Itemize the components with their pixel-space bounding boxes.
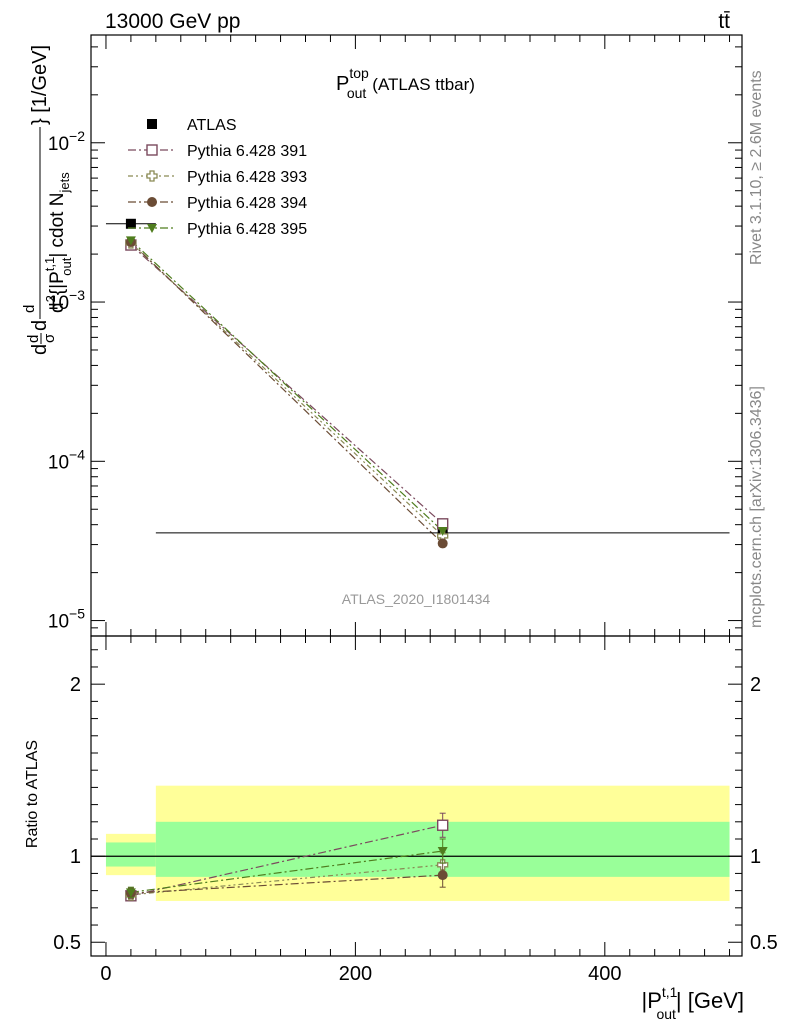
legend-item-atlas: ATLAS bbox=[147, 117, 237, 134]
svg-text:d: d bbox=[25, 335, 42, 343]
legend-label: Pythia 6.428 394 bbox=[187, 195, 307, 212]
ratio-inner-band bbox=[105, 842, 156, 867]
ratio-point-pythia-6-428-395 bbox=[437, 847, 448, 857]
ratio-point-pythia-6-428-395 bbox=[125, 888, 136, 898]
legend-marker bbox=[147, 197, 157, 207]
ratio-series-lines bbox=[130, 824, 443, 897]
series-line-pythia-6-428-395 bbox=[130, 239, 444, 532]
ratio-y-tick-label-right: 2 bbox=[750, 674, 761, 696]
y-tick-label: 10−5 bbox=[48, 606, 85, 633]
ratio-line-pythia-6-428-391 bbox=[130, 824, 443, 897]
data-point-atlas bbox=[125, 218, 136, 229]
svg-text:σ: σ bbox=[41, 333, 58, 343]
ratio-point-pythia-6-428-391 bbox=[436, 819, 449, 831]
legend-label: ATLAS bbox=[187, 117, 237, 134]
y-tick-label: 10−2 bbox=[48, 128, 85, 155]
ratio-y-tick-label-left: 0.5 bbox=[53, 932, 81, 954]
ratio-y-axis-label: Ratio to ATLAS bbox=[24, 740, 41, 848]
main-axes: 10−5 10−4 10−3 10−2 bbox=[48, 34, 743, 637]
svg-text:d: d bbox=[29, 320, 51, 331]
main-y-axis-label: d d σ d d d2{|Pt,1 out| cdot Njets } [1/G… bbox=[21, 45, 74, 355]
legend-item-pythia-6-428-391: Pythia 6.428 391 bbox=[128, 143, 307, 160]
collision-label: 13000 GeV pp bbox=[105, 10, 240, 33]
svg-text:d: d bbox=[29, 344, 51, 355]
x-tick-label: 400 bbox=[588, 963, 621, 985]
data-point-pythia-6-428-395 bbox=[125, 236, 136, 246]
ratio-line-pythia-6-428-395 bbox=[130, 850, 443, 893]
legend-item-pythia-6-428-395: Pythia 6.428 395 bbox=[128, 221, 307, 238]
ratio-line-pythia-6-428-394 bbox=[130, 874, 443, 894]
process-label: tt̄ bbox=[718, 10, 730, 33]
y-tick-label: 10−4 bbox=[48, 446, 85, 473]
ratio-y-tick-label-right: 0.5 bbox=[750, 932, 778, 954]
legend-label: Pythia 6.428 393 bbox=[187, 169, 307, 186]
ratio-uncertainty-bands bbox=[91, 785, 742, 901]
legend-label: Pythia 6.428 395 bbox=[187, 221, 307, 238]
ratio-y-tick-label-left: 1 bbox=[70, 846, 81, 868]
x-tick-label: 0 bbox=[100, 963, 111, 985]
main-series-markers bbox=[105, 218, 730, 549]
ratio-line-pythia-6-428-393 bbox=[130, 864, 443, 896]
ratio-series-markers bbox=[125, 812, 449, 902]
series-line-pythia-6-428-393 bbox=[130, 242, 444, 537]
legend-marker bbox=[146, 144, 158, 156]
rivet-version-label: Rivet 3.1.10, ≥ 2.6M events bbox=[748, 70, 765, 265]
legend: ATLAS Pythia 6.428 391 Pythia 6.428 393 Pyt… bbox=[128, 117, 307, 238]
y-tick-label: 10−3 bbox=[48, 287, 85, 314]
ratio-axes: 0.5 0.5 1 1 2 2 0 200 400 bbox=[53, 635, 778, 985]
mcplots-label: mcplots.cern.ch [arXiv:1306.3436] bbox=[748, 386, 765, 628]
legend-item-pythia-6-428-394: Pythia 6.428 394 bbox=[128, 195, 307, 212]
data-point-pythia-6-428-395 bbox=[437, 527, 448, 537]
ratio-frame bbox=[90, 635, 743, 957]
data-point-pythia-6-428-394 bbox=[437, 538, 448, 549]
analysis-watermark: ATLAS_2020_I1801434 bbox=[342, 591, 491, 607]
x-axis-label: |Pt,1 out| [GeV] bbox=[641, 984, 744, 1022]
series-line-pythia-6-428-394 bbox=[130, 241, 444, 544]
main-series-lines bbox=[130, 239, 444, 544]
legend-item-pythia-6-428-393: Pythia 6.428 393 bbox=[128, 169, 307, 186]
x-tick-label: 200 bbox=[339, 963, 372, 985]
svg-text:d: d bbox=[21, 305, 38, 313]
legend-marker bbox=[146, 170, 158, 182]
legend-marker bbox=[147, 224, 157, 233]
ratio-y-tick-label-left: 2 bbox=[70, 674, 81, 696]
svg-text:} [1/GeV]: } [1/GeV] bbox=[29, 45, 51, 125]
ratio-point-pythia-6-428-394 bbox=[437, 870, 448, 881]
legend-label: Pythia 6.428 391 bbox=[187, 143, 307, 160]
legend-marker bbox=[147, 119, 157, 129]
chart-title: Ptop out (ATLAS ttbar) bbox=[336, 65, 475, 101]
ratio-y-tick-label-right: 1 bbox=[750, 846, 761, 868]
